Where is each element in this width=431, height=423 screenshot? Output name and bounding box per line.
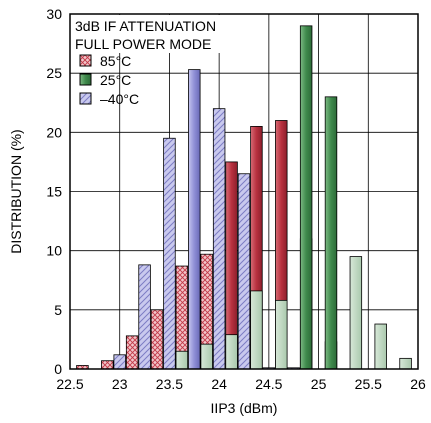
x-axis-ticks: 22.5 23 23.5 24 24.5 25 25.5 26 [56,376,426,392]
x-tick-label: 25 [311,376,327,392]
x-tick-label: 23.5 [156,376,183,392]
x-tick-label: 24.5 [255,376,282,392]
y-tick-label: 10 [46,243,62,259]
bar [101,360,114,370]
bar [225,334,238,370]
bar [200,343,213,370]
y-tick-label: 0 [54,361,62,377]
legend: 85°C 25°C –40°C [79,53,139,107]
x-tick-label: 25.5 [355,376,382,392]
bar [113,354,126,370]
bar [299,25,313,370]
legend-swatch-25c [79,73,92,86]
y-tick-label: 20 [46,124,62,140]
bar [212,108,226,370]
bar [150,309,164,370]
series-0 [76,120,338,370]
bar [399,357,412,370]
y-tick-label: 25 [46,65,62,81]
y-tick-label: 15 [46,184,62,200]
bar [125,335,139,370]
plot-frame [69,13,419,370]
y-tick-label: 30 [46,6,62,22]
annotation-line-2: FULL POWER MODE [75,36,211,52]
x-axis-title: IIP3 (dBm) [211,400,278,416]
y-axis-ticks: 0 5 10 15 20 25 30 [46,6,62,377]
bar [374,323,387,370]
bar [324,96,338,370]
bar [163,137,176,370]
chart-annotation: 3dB IF ATTENUATION FULL POWER MODE [71,15,236,53]
bar [237,173,251,370]
x-tick-label: 22.5 [56,376,83,392]
y-tick-label: 5 [54,302,62,318]
annotation-background [71,15,236,53]
legend-swatch-minus40c [79,92,92,105]
x-tick-label: 26 [410,376,426,392]
bars [76,25,412,370]
legend-label-25c: 25°C [100,72,131,88]
series-2 [113,69,300,370]
y-axis-title: DISTRIBUTION (%) [8,129,24,253]
bar [250,290,263,370]
bar [349,256,363,370]
legend-label-85c: 85°C [100,53,131,69]
bar [275,299,288,370]
annotation-line-1: 3dB IF ATTENUATION [75,18,216,34]
bar [175,350,189,370]
x-tick-label: 23 [112,376,128,392]
legend-label-minus40c: –40°C [100,91,139,107]
bar [138,264,151,370]
legend-swatch-85c [79,54,92,67]
bar [188,69,201,370]
x-tick-label: 24 [211,376,227,392]
